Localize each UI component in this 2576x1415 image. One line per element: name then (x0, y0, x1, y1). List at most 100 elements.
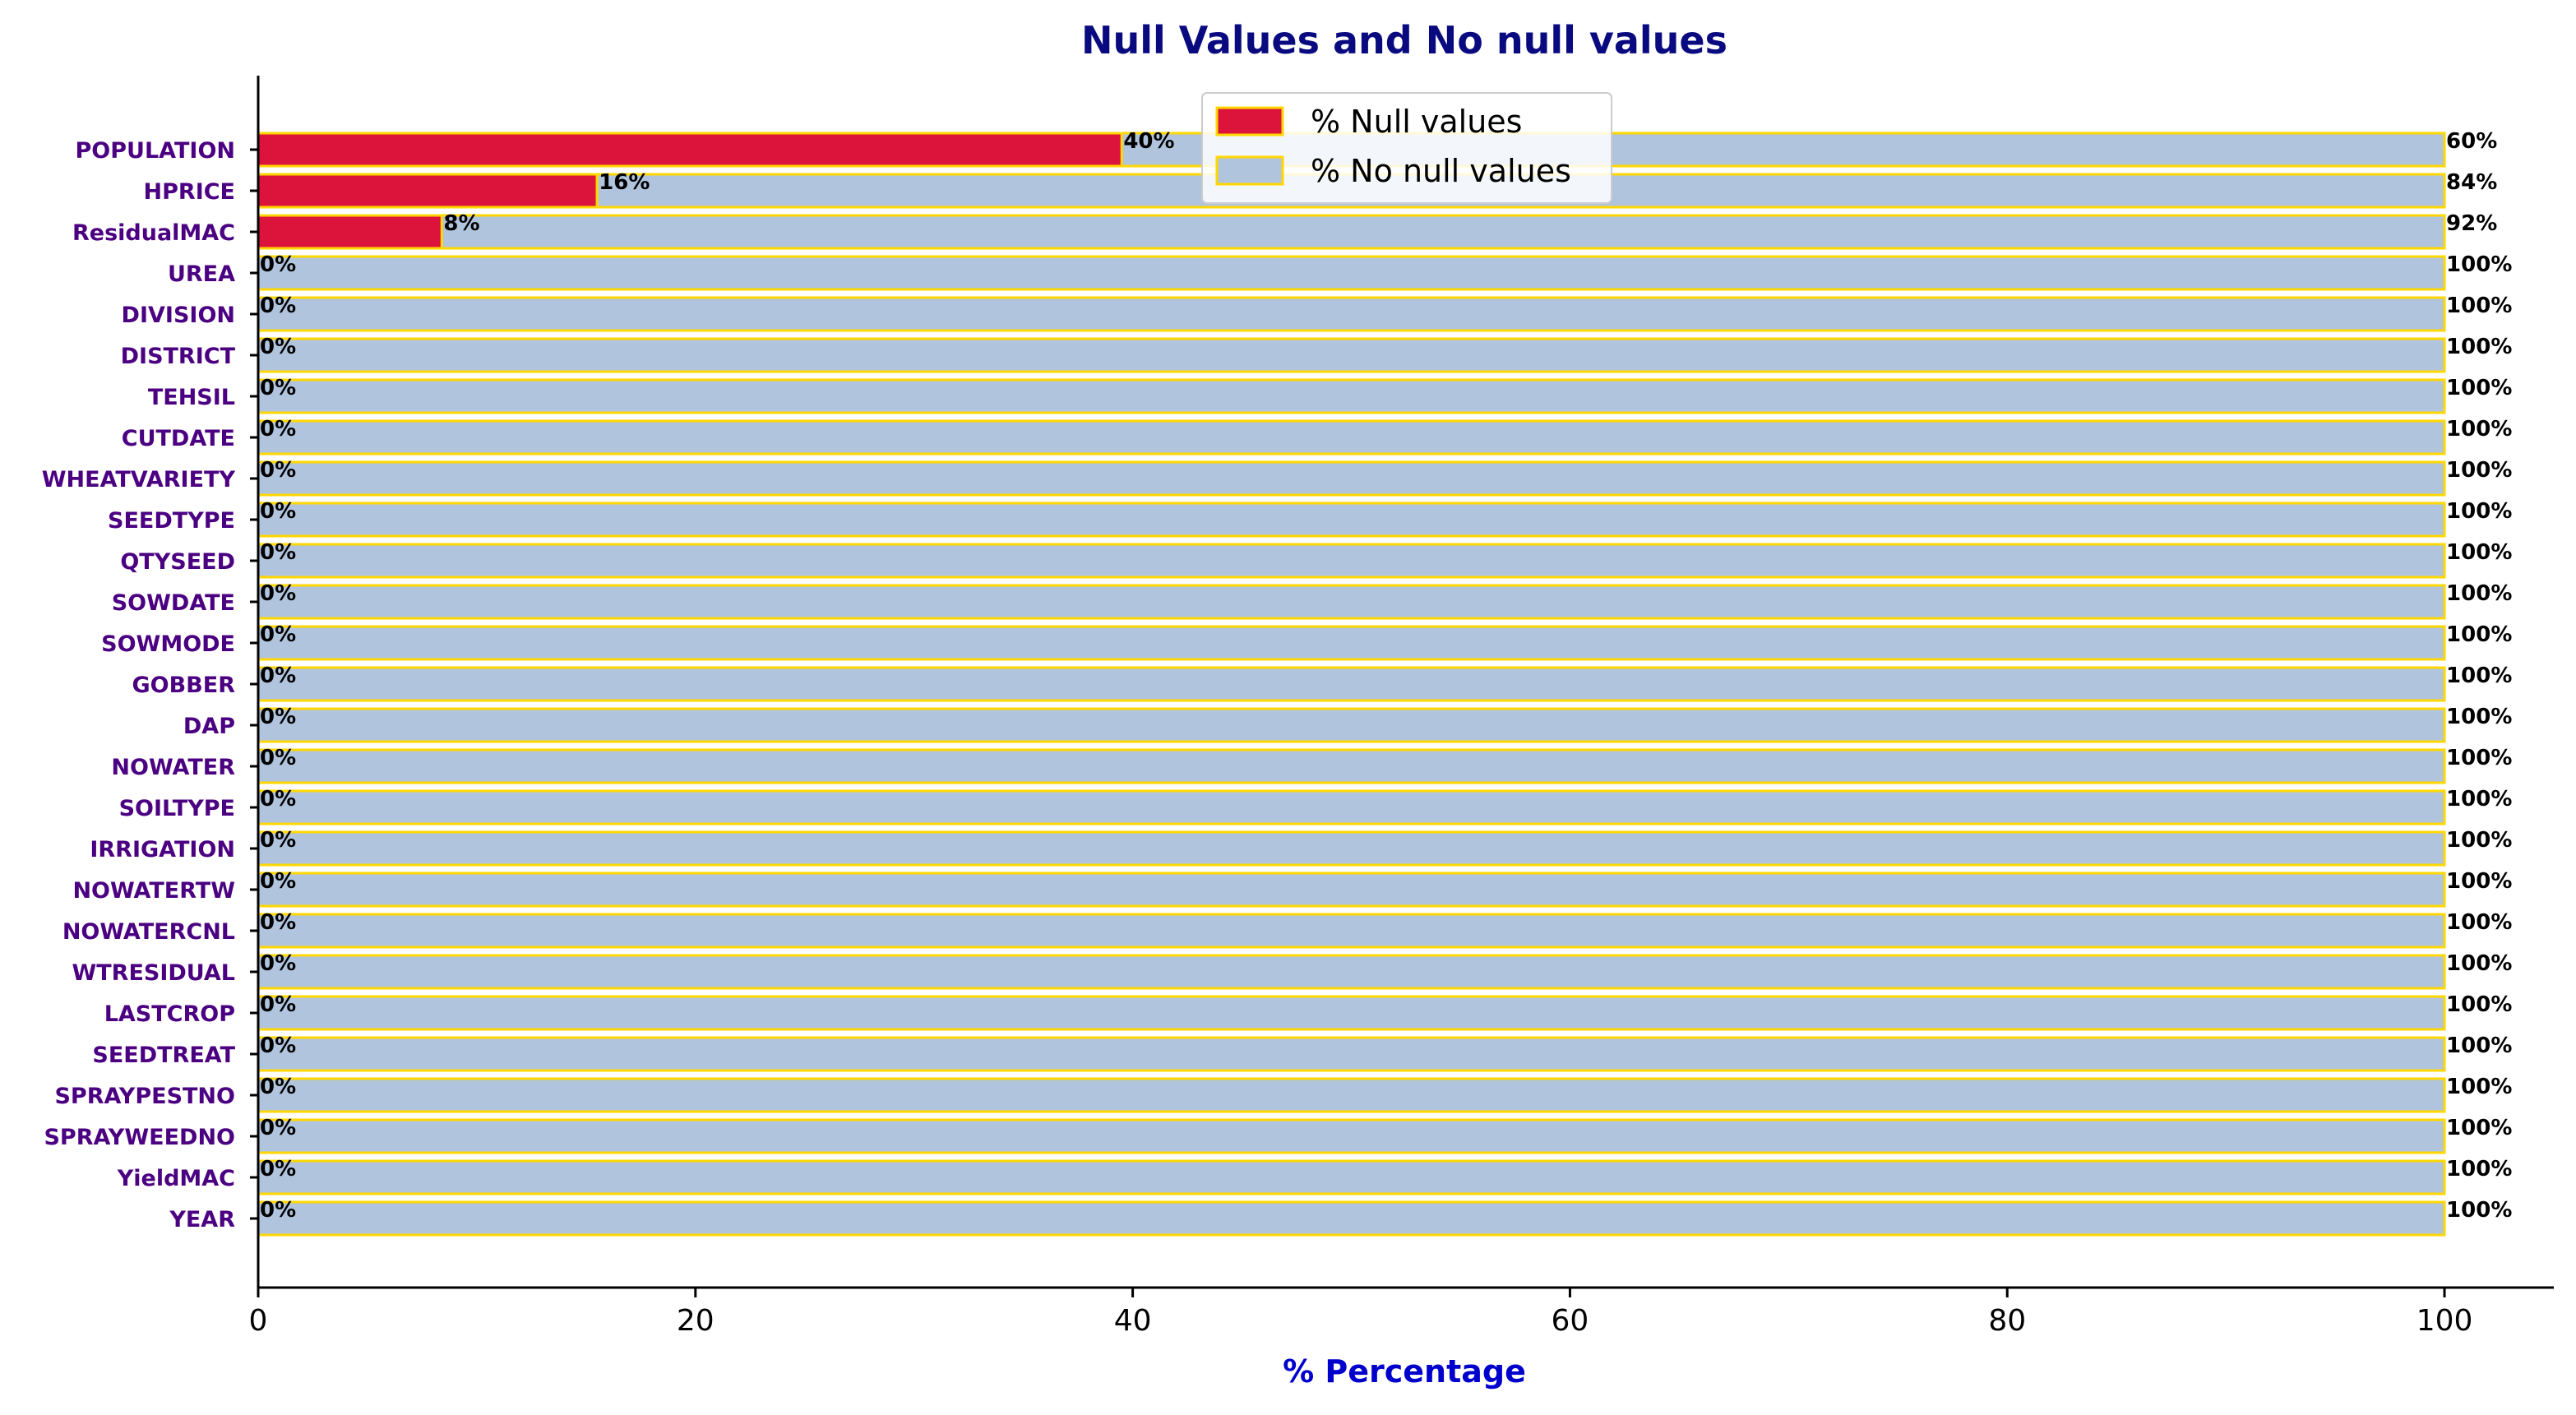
data-label-no-null-irrigation: 100% (2446, 828, 2512, 853)
data-label-no-null-yieldmac: 100% (2446, 1157, 2512, 1181)
y-tick-label-sowmode: SOWMODE (101, 631, 235, 657)
bar-no-null-seedtreat (257, 1036, 2446, 1072)
y-tick-label-tehsil: TEHSIL (148, 385, 235, 410)
bar-no-null-tehsil (257, 378, 2446, 414)
bar-no-null-sowdate (257, 584, 2446, 620)
data-label-no-null-sprayweedno: 100% (2446, 1116, 2512, 1140)
legend-label-null: % Null values (1311, 104, 1522, 140)
x-axis-label: % Percentage (1283, 1353, 1526, 1390)
y-tick-label-yieldmac: YieldMAC (117, 1166, 235, 1191)
y-tick-label-nowater: NOWATER (111, 755, 235, 780)
x-tick-label-60: 60 (1552, 1304, 1589, 1338)
data-label-null-soiltype: 0% (260, 787, 296, 812)
data-label-no-null-sowmode: 100% (2446, 622, 2512, 647)
y-tick-label-nowatercnl: NOWATERCNL (62, 919, 235, 945)
x-tick-label-80: 80 (1988, 1304, 2026, 1338)
data-label-no-null-spraypestno: 100% (2446, 1075, 2512, 1099)
bar-no-null-gobber (257, 666, 2446, 702)
data-label-null-tehsil: 0% (260, 376, 296, 400)
data-label-no-null-year: 100% (2446, 1198, 2512, 1223)
data-label-no-null-district: 100% (2446, 335, 2512, 359)
y-tick-label-qtyseed: QTYSEED (120, 549, 235, 575)
y-tick-label-seedtype: SEEDTYPE (108, 508, 235, 534)
bar-no-null-dap (257, 707, 2446, 743)
y-tick-label-sowdate: SOWDATE (112, 590, 235, 616)
y-tick-label-wheatvariety: WHEATVARIETY (42, 467, 236, 492)
bar-null-population (257, 132, 1123, 168)
data-label-null-year: 0% (260, 1198, 296, 1223)
data-label-no-null-nowater: 100% (2446, 746, 2512, 770)
legend-swatch-no-null (1215, 155, 1284, 186)
data-label-null-residualmac: 8% (443, 211, 479, 236)
bar-no-null-qtyseed (257, 543, 2446, 579)
data-label-null-dap: 0% (260, 705, 296, 729)
bar-no-null-irrigation (257, 830, 2446, 867)
data-label-null-sprayweedno: 0% (260, 1116, 296, 1140)
y-tick-label-residualmac: ResidualMAC (72, 220, 235, 246)
x-tick-label-20: 20 (677, 1304, 715, 1338)
data-label-no-null-seedtype: 100% (2446, 499, 2512, 524)
data-label-null-hprice: 16% (599, 170, 650, 195)
data-label-null-wheatvariety: 0% (260, 458, 296, 483)
bar-no-null-sprayweedno (257, 1118, 2446, 1154)
bar-no-null-residualmac (440, 214, 2446, 250)
y-tick-label-nowatertw: NOWATERTW (72, 878, 235, 904)
y-tick-label-lastcrop: LASTCROP (104, 1001, 235, 1027)
bars-layer (257, 132, 2446, 1237)
bar-no-null-spraypestno (257, 1077, 2446, 1113)
data-label-null-gobber: 0% (260, 664, 296, 688)
data-label-null-seedtreat: 0% (260, 1034, 296, 1058)
data-label-no-null-gobber: 100% (2446, 664, 2512, 688)
y-tick-label-year: YEAR (169, 1207, 235, 1232)
bar-null-residualmac (257, 214, 443, 250)
legend: % Null values % No null values (1201, 92, 1612, 204)
y-tick-label-irrigation: IRRIGATION (90, 837, 235, 862)
y-tick-label-division: DIVISION (122, 303, 235, 328)
bar-no-null-seedtype (257, 502, 2446, 538)
data-label-null-lastcrop: 0% (260, 992, 296, 1017)
data-label-no-null-urea: 100% (2446, 252, 2512, 277)
bar-no-null-sowmode (257, 625, 2446, 661)
bar-no-null-nowater (257, 748, 2446, 784)
data-label-null-division: 0% (260, 294, 296, 318)
data-label-no-null-dap: 100% (2446, 705, 2512, 729)
bar-no-null-nowatertw (257, 872, 2446, 908)
data-labels-layer: 40% 60% 16% 84% 8% 92% 0% 100% 0% 100% 0% 100% 0% 100… (260, 129, 2512, 1223)
y-tick-label-seedtreat: SEEDTREAT (92, 1043, 235, 1068)
bar-no-null-district (257, 337, 2446, 373)
y-tick-label-district: DISTRICT (121, 344, 236, 369)
legend-label-no-null: % No null values (1311, 153, 1571, 189)
data-label-null-irrigation: 0% (260, 828, 296, 853)
bar-null-hprice (257, 173, 599, 209)
data-label-no-null-seedtreat: 100% (2446, 1034, 2512, 1058)
x-ticks: 0 20 40 60 80 100 (249, 1288, 2473, 1338)
data-label-no-null-nowatercnl: 100% (2446, 910, 2512, 935)
bar-no-null-cutdate (257, 419, 2446, 455)
data-label-no-null-cutdate: 100% (2446, 417, 2512, 442)
data-label-null-wtresidual: 0% (260, 951, 296, 976)
data-label-no-null-tehsil: 100% (2446, 376, 2512, 400)
bar-no-null-lastcrop (257, 995, 2446, 1031)
y-tick-label-cutdate: CUTDATE (122, 426, 235, 451)
bar-no-null-division (257, 296, 2446, 332)
y-ticks: POPULATION HPRICE ResidualMAC UREA DIVISION D… (42, 138, 258, 1232)
y-tick-label-spraypestno: SPRAYPESTNO (54, 1084, 235, 1109)
data-label-null-spraypestno: 0% (260, 1075, 296, 1099)
data-label-no-null-soiltype: 100% (2446, 787, 2512, 812)
data-label-no-null-wtresidual: 100% (2446, 951, 2512, 976)
bar-no-null-year (257, 1200, 2446, 1237)
x-tick-label-0: 0 (249, 1304, 268, 1338)
data-label-null-qtyseed: 0% (260, 540, 296, 565)
data-label-null-yieldmac: 0% (260, 1157, 296, 1181)
data-label-null-district: 0% (260, 335, 296, 359)
legend-box (1201, 92, 1612, 204)
y-tick-label-gobber: GOBBER (132, 673, 235, 698)
y-tick-label-population: POPULATION (76, 138, 235, 164)
y-tick-label-dap: DAP (183, 714, 235, 739)
data-label-no-null-qtyseed: 100% (2446, 540, 2512, 565)
x-tick-label-100: 100 (2416, 1304, 2473, 1338)
data-label-no-null-lastcrop: 100% (2446, 992, 2512, 1017)
data-label-no-null-population: 60% (2446, 129, 2497, 154)
data-label-null-nowatercnl: 0% (260, 910, 296, 935)
